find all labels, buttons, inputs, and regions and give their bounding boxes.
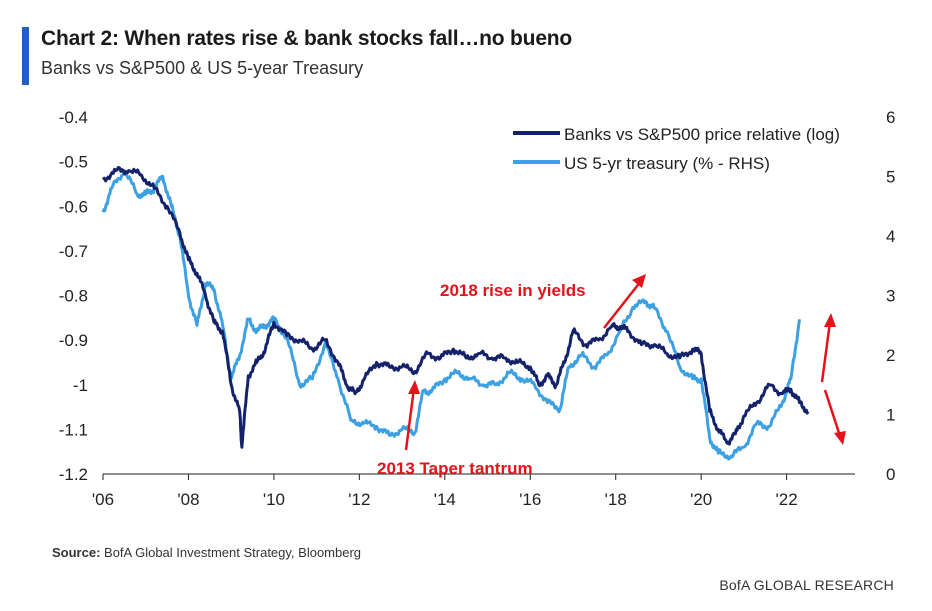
accent-bar — [22, 27, 29, 85]
left-tick-label: -0.5 — [59, 153, 88, 172]
right-tick-label: 0 — [886, 465, 895, 484]
legend: Banks vs S&P500 price relative (log) US … — [513, 125, 840, 173]
series-line-treasury — [101, 169, 801, 461]
left-axis: -0.4 -0.5 -0.6 -0.7 -0.8 -0.9 -1 -1.1 -1.2 — [59, 108, 88, 484]
x-tick-label: '14 — [434, 490, 456, 509]
left-tick-label: -1.2 — [59, 465, 88, 484]
x-tick-label: '12 — [348, 490, 370, 509]
source-text: BofA Global Investment Strategy, Bloombe… — [100, 545, 362, 560]
arrow-2018-head — [632, 274, 646, 288]
source-note: Source: BofA Global Investment Strategy,… — [52, 545, 361, 560]
left-tick-label: -0.6 — [59, 197, 88, 216]
x-tick-label: '22 — [776, 490, 798, 509]
legend-label-treasury: US 5-yr treasury (% - RHS) — [564, 154, 770, 173]
annotation-2018-rise: 2018 rise in yields — [440, 281, 586, 300]
x-axis: '06 '08 '10 '12 '14 '16 '18 '20 '22 — [92, 474, 798, 509]
left-tick-label: -0.9 — [59, 331, 88, 350]
arrow-down-2022 — [823, 389, 842, 437]
x-tick-label: '16 — [519, 490, 541, 509]
left-tick-label: -0.4 — [59, 108, 88, 127]
x-tick-label: '18 — [605, 490, 627, 509]
left-tick-label: -0.8 — [59, 287, 88, 306]
left-tick-label: -1.1 — [59, 420, 88, 439]
chart-subtitle: Banks vs S&P500 & US 5-year Treasury — [41, 58, 364, 78]
source-label: Source: — [52, 545, 101, 560]
right-tick-label: 1 — [886, 406, 895, 425]
left-tick-label: -1 — [73, 376, 88, 395]
arrow-taper — [404, 387, 416, 451]
left-tick-label: -0.7 — [59, 242, 88, 261]
annotations: 2018 rise in yields 2013 Taper tantrum — [377, 274, 846, 478]
right-tick-label: 2 — [886, 346, 895, 365]
arrow-up-2022-head — [824, 313, 836, 327]
legend-label-banks: Banks vs S&P500 price relative (log) — [564, 125, 840, 144]
arrow-down-2022-head — [834, 431, 846, 445]
right-tick-label: 3 — [886, 287, 895, 306]
series-line-banks — [101, 165, 810, 449]
x-tick-label: '10 — [263, 490, 285, 509]
x-tick-label: '06 — [92, 490, 114, 509]
arrow-up-2022 — [820, 321, 832, 383]
series-lines — [101, 165, 810, 461]
right-tick-label: 4 — [886, 227, 895, 246]
right-tick-label: 5 — [886, 168, 895, 187]
arrow-2018 — [603, 280, 642, 329]
annotation-taper-tantrum: 2013 Taper tantrum — [377, 459, 533, 478]
arrow-taper-head — [408, 380, 420, 394]
right-tick-label: 6 — [886, 108, 895, 127]
brand-footer: BofA GLOBAL RESEARCH — [719, 577, 894, 593]
chart-title: Chart 2: When rates rise & bank stocks f… — [41, 27, 573, 50]
x-tick-label: '08 — [177, 490, 199, 509]
x-tick-label: '20 — [690, 490, 712, 509]
right-axis: 6 5 4 3 2 1 0 — [886, 108, 895, 484]
